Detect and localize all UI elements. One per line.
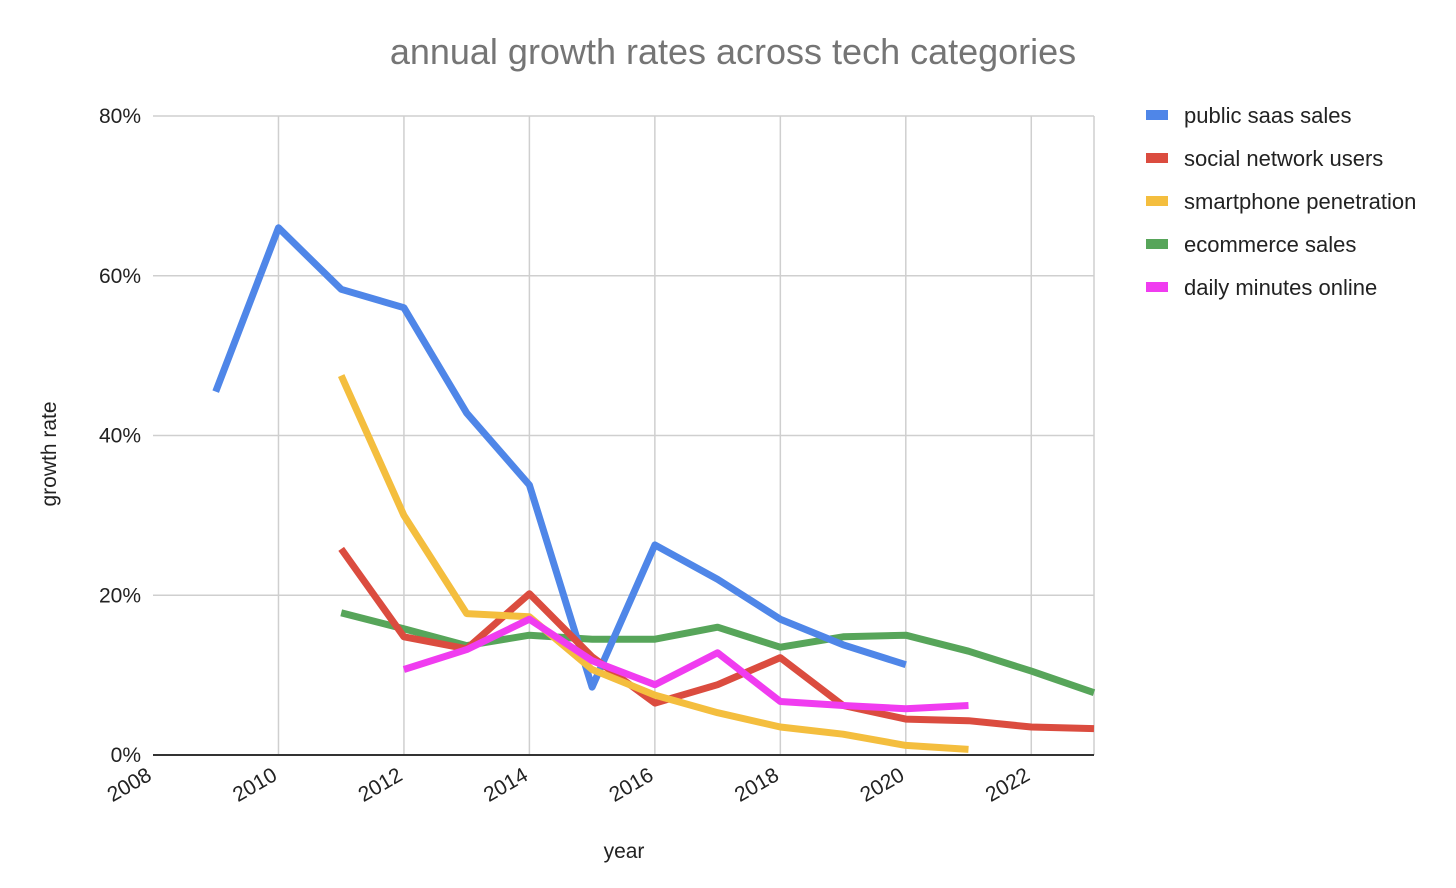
series-line-public-saas-sales — [212, 224, 907, 691]
chart-title: annual growth rates across tech categori… — [390, 31, 1076, 72]
y-tick-label: 40% — [99, 425, 141, 448]
x-axis-label: year — [604, 840, 645, 863]
legend-item: smartphone penetration — [1146, 189, 1416, 214]
legend: public saas sales social network users sma… — [1146, 103, 1416, 300]
legend-label: daily minutes online — [1184, 275, 1377, 300]
y-axis-ticks: 0% 20% 40% 60% 80% — [99, 105, 141, 767]
legend-label: social network users — [1184, 146, 1383, 171]
series-line-smartphone-penetration — [338, 374, 969, 753]
y-tick-label: 80% — [99, 105, 141, 128]
x-axis-ticks: 2008 2010 2012 2014 2016 2018 2020 2022 — [104, 763, 1034, 806]
legend-label: public saas sales — [1184, 103, 1352, 128]
gridlines — [153, 115, 1095, 755]
y-axis-label: growth rate — [38, 401, 61, 506]
legend-item: daily minutes online — [1146, 275, 1377, 300]
legend-item: social network users — [1146, 146, 1383, 171]
legend-label: smartphone penetration — [1184, 189, 1416, 214]
x-tick-label: 2022 — [982, 763, 1034, 806]
legend-swatch — [1146, 196, 1168, 206]
y-tick-label: 20% — [99, 584, 141, 607]
y-tick-label: 60% — [99, 265, 141, 288]
legend-item: ecommerce sales — [1146, 232, 1356, 257]
y-tick-label: 0% — [111, 744, 141, 767]
x-tick-label: 2012 — [354, 763, 406, 806]
x-tick-label: 2018 — [731, 763, 783, 806]
x-tick-label: 2016 — [605, 763, 657, 806]
x-tick-label: 2010 — [229, 763, 281, 806]
series-lines — [212, 224, 1096, 753]
x-tick-label: 2020 — [856, 763, 908, 806]
legend-swatch — [1146, 282, 1168, 292]
x-tick-label: 2014 — [480, 763, 532, 806]
x-tick-label: 2008 — [104, 763, 156, 806]
legend-item: public saas sales — [1146, 103, 1352, 128]
legend-label: ecommerce sales — [1184, 232, 1356, 257]
legend-swatch — [1146, 239, 1168, 249]
legend-swatch — [1146, 110, 1168, 120]
legend-swatch — [1146, 153, 1168, 163]
series-line-daily-minutes-online — [402, 615, 969, 713]
